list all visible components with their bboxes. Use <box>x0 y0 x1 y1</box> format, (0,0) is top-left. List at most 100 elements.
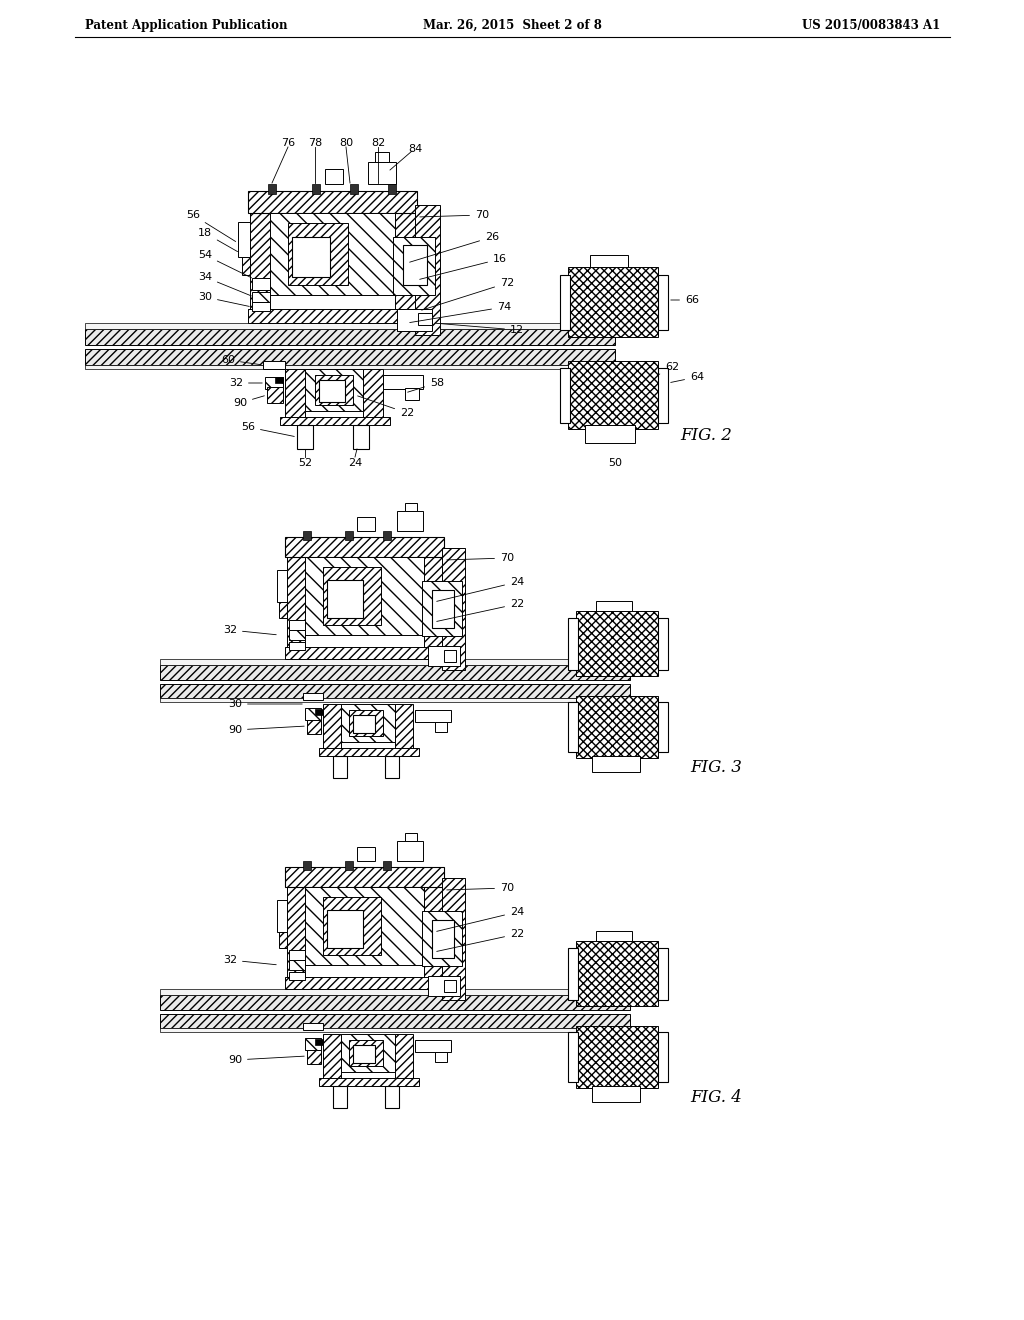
Bar <box>160 665 630 680</box>
Bar <box>305 370 362 411</box>
Bar <box>323 1034 341 1082</box>
Bar <box>406 503 417 511</box>
Bar <box>252 302 270 312</box>
Bar <box>85 329 615 345</box>
Bar <box>383 375 423 389</box>
Bar <box>388 183 396 194</box>
Bar <box>250 213 270 323</box>
Bar <box>333 756 347 777</box>
Bar <box>428 975 460 997</box>
Bar <box>422 911 462 966</box>
Text: US 2015/0083843 A1: US 2015/0083843 A1 <box>802 18 940 32</box>
Bar <box>435 722 447 733</box>
Bar <box>368 162 396 183</box>
Bar <box>279 932 287 948</box>
Bar <box>568 702 578 752</box>
Bar <box>658 1032 668 1082</box>
Text: 54: 54 <box>198 249 252 277</box>
Bar <box>395 704 413 752</box>
Bar <box>323 898 381 954</box>
Bar <box>350 183 358 194</box>
Bar <box>341 1034 395 1072</box>
Bar <box>327 909 362 948</box>
Bar <box>658 702 668 752</box>
Bar <box>435 1052 447 1063</box>
Bar <box>327 579 362 618</box>
Text: 12: 12 <box>436 323 524 335</box>
Bar <box>424 887 444 989</box>
Bar <box>289 620 305 630</box>
Bar <box>444 649 456 663</box>
Text: 90: 90 <box>232 396 264 408</box>
Text: 34: 34 <box>198 272 252 296</box>
Text: FIG. 4: FIG. 4 <box>690 1089 741 1106</box>
Text: Patent Application Publication: Patent Application Publication <box>85 18 288 32</box>
Bar <box>289 972 305 979</box>
Bar <box>349 710 383 737</box>
Bar <box>160 698 630 702</box>
Bar <box>270 213 395 294</box>
Bar <box>285 537 444 557</box>
Text: 18: 18 <box>198 228 238 252</box>
Text: 70: 70 <box>446 553 514 564</box>
Bar <box>160 1014 630 1028</box>
Bar <box>349 1040 383 1067</box>
Bar <box>424 557 444 659</box>
Text: 22: 22 <box>436 929 524 952</box>
Bar <box>592 1086 640 1102</box>
Bar <box>263 360 285 370</box>
Bar <box>285 977 444 989</box>
Text: 60: 60 <box>221 355 260 366</box>
Text: 70: 70 <box>446 883 514 894</box>
Bar <box>422 581 462 636</box>
Bar <box>289 960 305 970</box>
Bar <box>432 590 454 628</box>
Text: 84: 84 <box>408 144 422 154</box>
Bar <box>341 704 395 742</box>
Bar <box>160 684 630 698</box>
Bar <box>275 378 283 383</box>
Bar <box>305 1038 321 1049</box>
Bar <box>385 1086 399 1107</box>
Bar <box>568 267 658 337</box>
Bar <box>292 238 330 277</box>
Bar <box>248 309 417 323</box>
Text: 24: 24 <box>436 577 524 602</box>
Bar <box>415 205 440 335</box>
Bar <box>568 948 578 1001</box>
Bar <box>315 375 353 405</box>
Bar <box>415 1040 451 1052</box>
Bar <box>319 1078 419 1086</box>
Bar <box>385 756 399 777</box>
Bar <box>160 659 630 665</box>
Bar <box>444 979 456 993</box>
Bar <box>658 948 668 1001</box>
Text: Mar. 26, 2015  Sheet 2 of 8: Mar. 26, 2015 Sheet 2 of 8 <box>423 18 601 32</box>
Bar <box>397 511 423 531</box>
Text: 62: 62 <box>658 362 679 375</box>
Bar <box>248 191 417 213</box>
Bar <box>238 222 250 257</box>
Bar <box>289 642 305 649</box>
Bar <box>575 1026 658 1088</box>
Bar <box>395 213 417 323</box>
Bar <box>305 708 321 719</box>
Text: 52: 52 <box>298 458 312 469</box>
Bar <box>592 756 640 772</box>
Bar <box>267 387 283 403</box>
Text: 30: 30 <box>228 700 302 709</box>
Bar <box>596 931 632 941</box>
Text: FIG. 3: FIG. 3 <box>690 759 741 776</box>
Bar <box>289 950 305 960</box>
Bar <box>432 920 454 958</box>
Bar <box>353 1045 375 1063</box>
Bar <box>575 611 658 676</box>
Bar <box>560 368 570 422</box>
Text: FIG. 2: FIG. 2 <box>680 426 732 444</box>
Bar <box>568 360 658 429</box>
Bar <box>333 1086 347 1107</box>
Text: 32: 32 <box>223 624 276 635</box>
Bar <box>596 601 632 611</box>
Bar <box>279 602 287 618</box>
Bar <box>442 878 465 1001</box>
